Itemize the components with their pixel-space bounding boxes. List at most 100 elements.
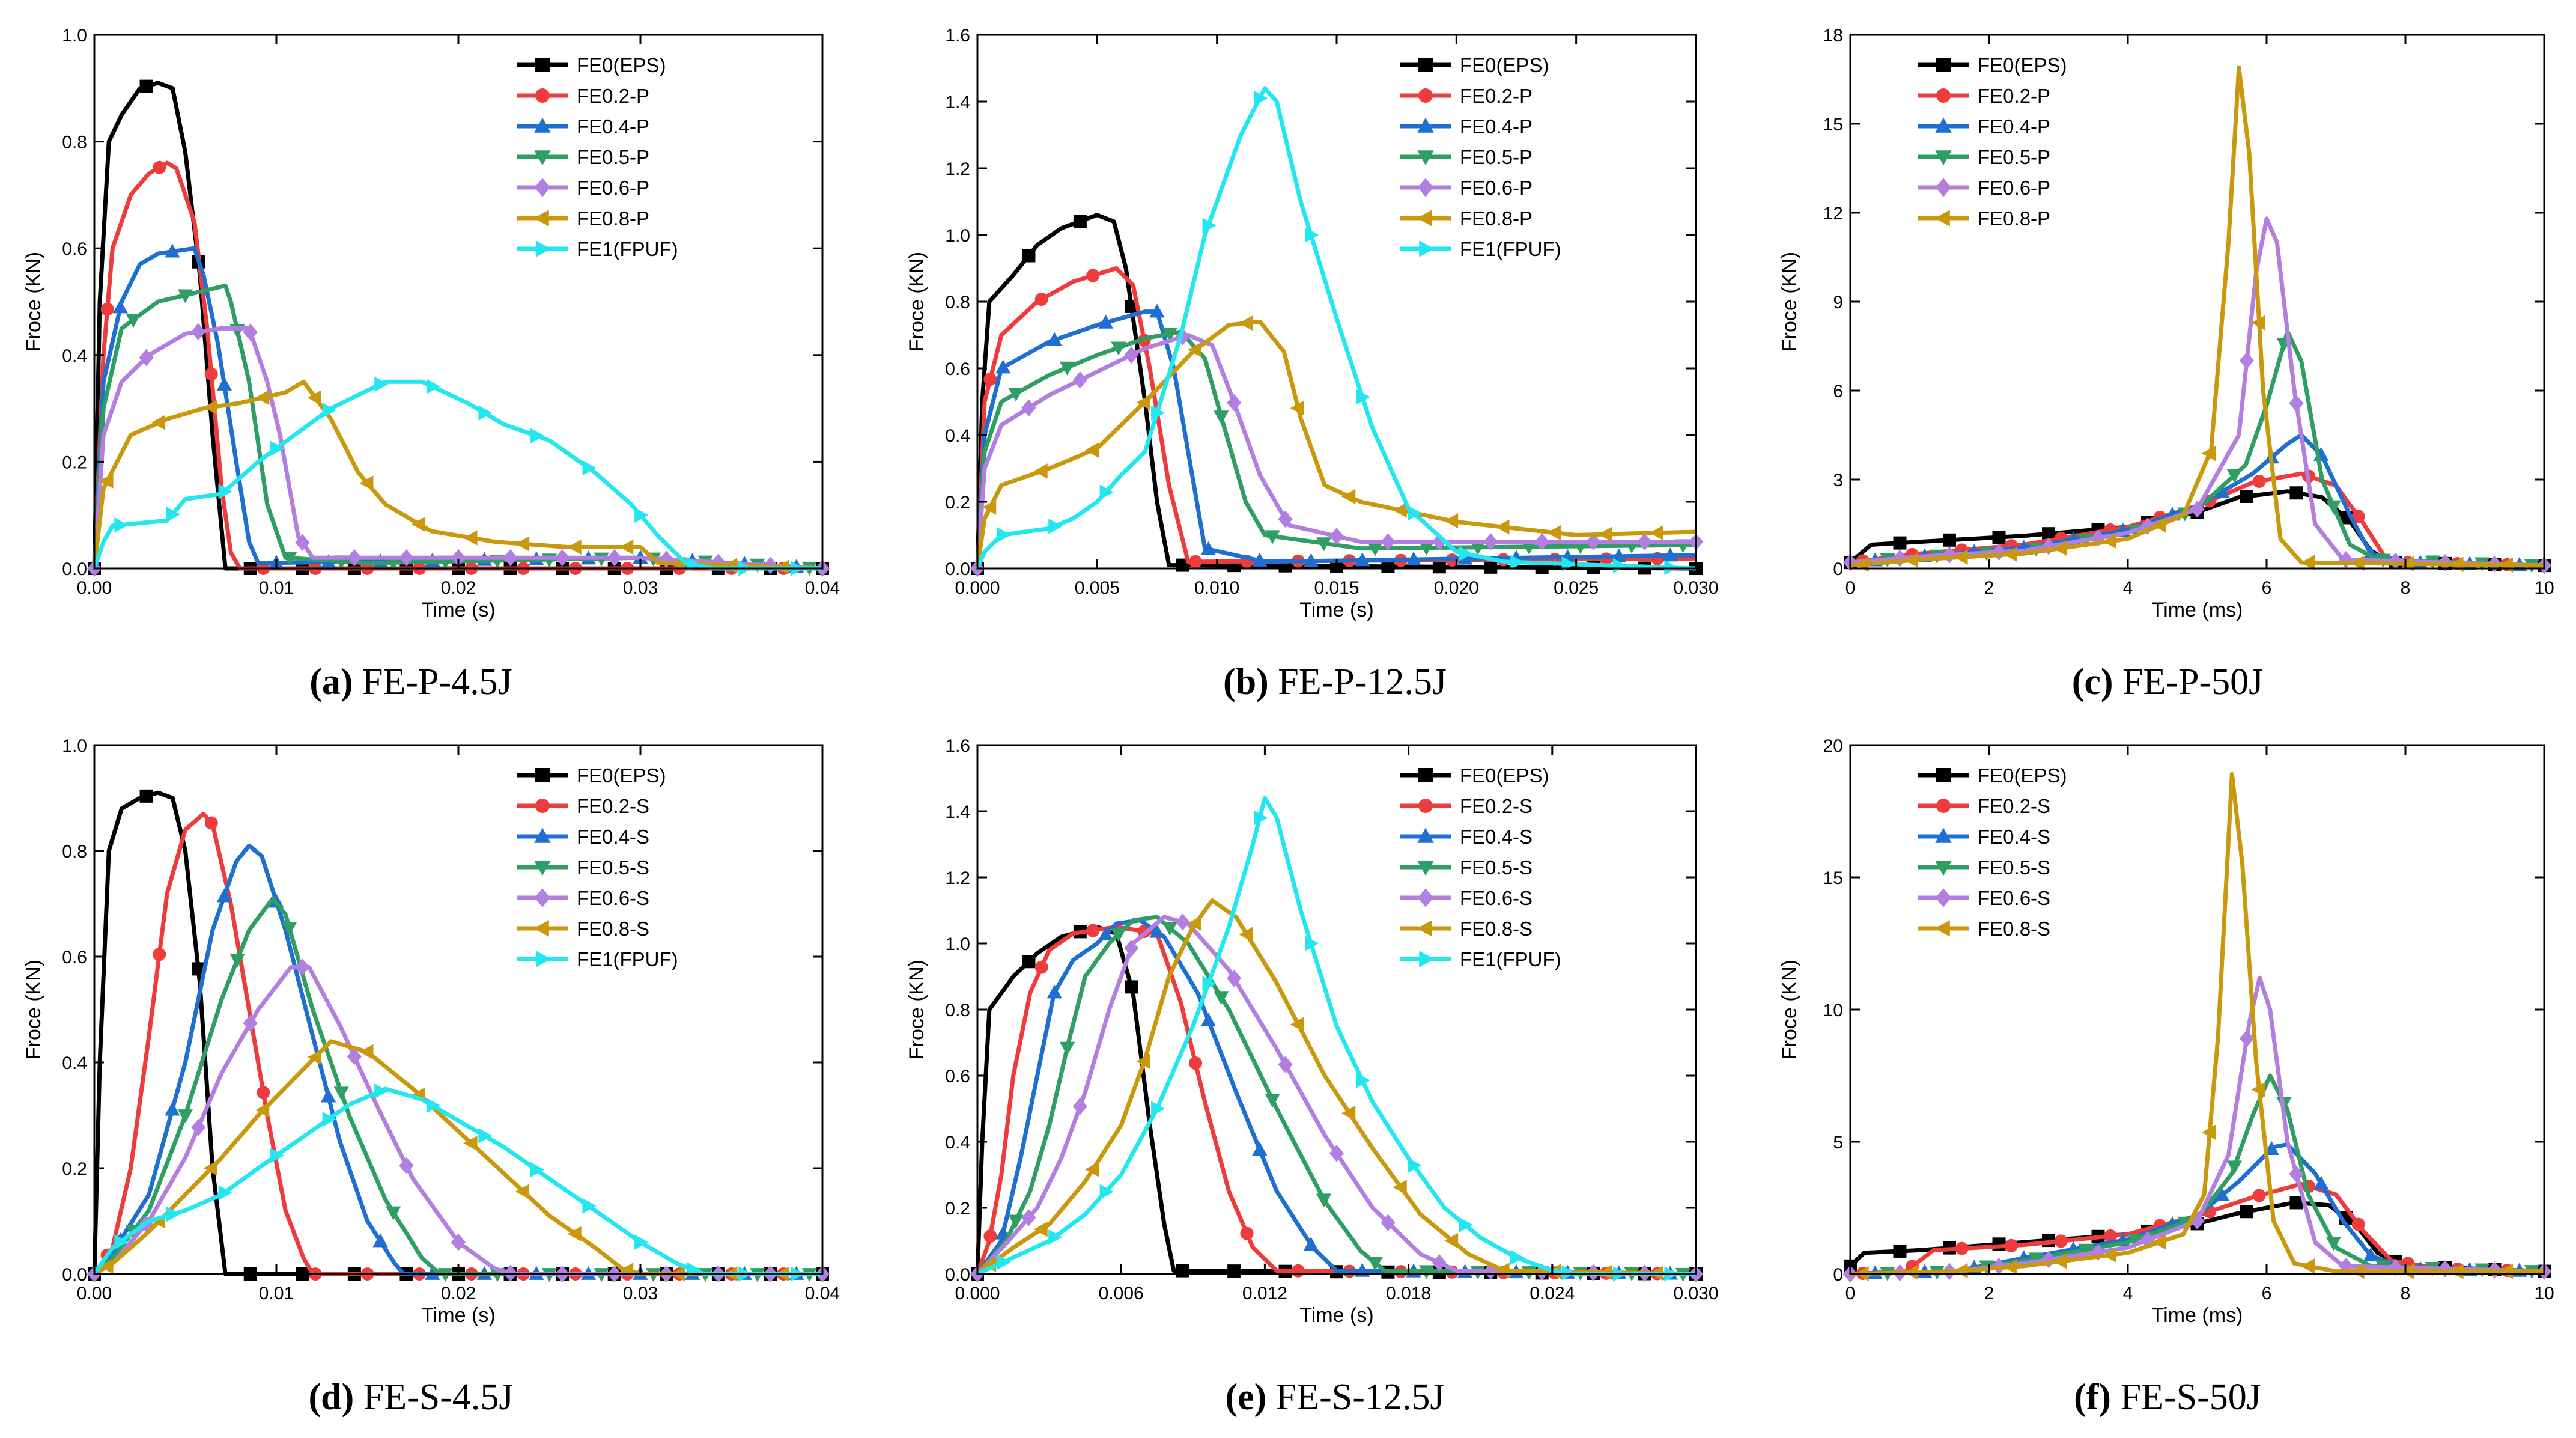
series-marker-FE1(FPUF) xyxy=(1561,1265,1576,1281)
panel-caption: (c) FE-P-50J xyxy=(2072,662,2264,702)
series-marker-FE0.8-S xyxy=(2251,1082,2265,1097)
legend-entry: FE0.8-P xyxy=(1460,207,1533,230)
legend-entry: FE0.2-P xyxy=(1460,85,1533,107)
series-marker-FE0.2-S xyxy=(257,1086,270,1100)
series-marker-FE0.5-S xyxy=(1418,1265,1435,1279)
series-marker-FE0.5-P xyxy=(1162,328,1178,342)
y-tick-label: 0.6 xyxy=(945,1067,970,1086)
series-marker-FE0(EPS) xyxy=(192,962,205,976)
panel-caption: (d) FE-S-4.5J xyxy=(308,1377,513,1418)
series-marker-FE0.8-P xyxy=(2201,445,2216,462)
series-marker-FE0.4-S xyxy=(372,1233,388,1248)
legend-entry: FE0.5-S xyxy=(577,856,649,879)
series-marker-FE0(EPS) xyxy=(1484,560,1498,574)
series-marker-FE0.5-P xyxy=(1470,541,1486,555)
x-tick-label: 8 xyxy=(2401,1284,2411,1303)
y-axis-label: Froce (KN) xyxy=(905,252,928,352)
series-marker-FE0.8-S xyxy=(1904,1264,1919,1281)
series-marker-FE0.8-P xyxy=(619,539,634,555)
x-axis-label: Time (s) xyxy=(1299,599,1373,621)
series-marker-FE0.8-P xyxy=(1954,549,1968,565)
series-marker-FE0.2-S xyxy=(153,948,166,961)
y-tick-label: 0.6 xyxy=(62,948,87,967)
legend-marker xyxy=(1935,861,1952,876)
legend-entry: FE1(FPUF) xyxy=(577,238,678,260)
series-marker-FE0.6-S xyxy=(2140,1231,2155,1249)
y-tick-label: 15 xyxy=(1823,115,1843,135)
series-marker-FE0.8-S xyxy=(463,1135,478,1151)
series-marker-FE1(FPUF) xyxy=(1151,405,1165,421)
y-axis-label: Froce (KN) xyxy=(1778,252,1801,352)
x-tick-label: 0 xyxy=(1845,578,1856,598)
series-marker-FE0.5-S xyxy=(2127,1234,2143,1248)
y-tick-label: 1.0 xyxy=(62,736,87,756)
y-tick-label: 0.6 xyxy=(945,359,970,379)
y-tick-label: 0.4 xyxy=(62,346,87,366)
series-marker-FE0.8-P xyxy=(2053,540,2067,556)
series-marker-FE0.5-P xyxy=(1214,410,1229,425)
chart-panel-d: 0.00 0.01 0.02 0.03 0.04 0.0 0.2 0.4 0.6 0.8 1.0 Ti… xyxy=(22,736,840,1327)
series-marker-FE0.8-P xyxy=(1085,442,1099,458)
chart-panel-f: 0 2 4 6 8 10 0 5 10 15 20 Time (ms) Froce (KN) FE0(EP… xyxy=(1778,736,2554,1327)
series-marker-FE0.8-S xyxy=(1136,1053,1150,1070)
plot-frame xyxy=(1849,744,2545,1275)
series-line-FE0(EPS) xyxy=(92,790,822,1276)
x-tick-label: 0.030 xyxy=(1673,578,1718,598)
legend-marker xyxy=(534,150,551,166)
legend-entry: FE0.4-P xyxy=(577,115,649,138)
series-marker-FE0(EPS) xyxy=(1992,531,2006,544)
y-tick-label: 0.0 xyxy=(62,1265,87,1285)
panel-caption: (e) FE-S-12.5J xyxy=(1225,1377,1444,1418)
series-marker-FE0.8-S xyxy=(99,1258,114,1275)
caption-letter: (e) xyxy=(1225,1377,1266,1418)
series-marker-FE0.6-P xyxy=(1483,533,1498,550)
series-marker-FE0(EPS) xyxy=(1227,1264,1241,1278)
series-marker-FE1(FPUF) xyxy=(1408,505,1422,521)
legend-marker xyxy=(535,88,550,103)
y-tick-label: 0.2 xyxy=(945,493,970,513)
series-marker-FE0.6-P xyxy=(503,549,518,567)
x-tick-label: 0.04 xyxy=(805,1284,840,1303)
legend-entry: FE0.6-S xyxy=(1460,887,1533,909)
y-tick-label: 6 xyxy=(1833,382,1843,401)
series-marker-FE0.2-P xyxy=(100,302,114,316)
series-marker-FE0.6-P xyxy=(2239,352,2255,370)
y-tick-label: 0.6 xyxy=(62,239,87,259)
legend-marker xyxy=(1417,920,1432,937)
series-marker-FE0.8-S xyxy=(567,1226,582,1242)
series-marker-FE0.6-P xyxy=(2289,394,2304,412)
series-marker-FE0.8-P xyxy=(515,536,530,552)
series-marker-FE0.8-S xyxy=(1341,1106,1356,1121)
series-marker-FE0.8-P xyxy=(1649,525,1663,541)
chart-panel-a: 0.00 0.01 0.02 0.03 0.04 0.0 0.2 0.4 0.6 0.8 1.0 Ti… xyxy=(22,26,840,621)
series-line-FE0.6-P xyxy=(92,326,823,571)
series-marker-FE0.8-P xyxy=(1444,513,1459,529)
legend-entry: FE0.6-P xyxy=(577,177,649,199)
series-marker-FE0.6-P xyxy=(2338,551,2354,568)
series-marker-FE0.5-S xyxy=(1059,1041,1075,1056)
series-marker-FE0.4-P xyxy=(1200,541,1217,555)
series-marker-FE0.4-P xyxy=(1046,332,1062,346)
series-marker-FE0.2-P xyxy=(1189,555,1203,568)
series-marker-FE0.8-P xyxy=(99,473,114,489)
series-marker-FE0.2-S xyxy=(2054,1234,2068,1248)
series-marker-FE1(FPUF) xyxy=(1151,1101,1165,1117)
legend-entry: FE0.6-P xyxy=(1460,177,1533,199)
series-marker-FE1(FPUF) xyxy=(426,1098,440,1114)
series-line-FE0(EPS) xyxy=(1848,1200,2545,1274)
y-tick-label: 0.4 xyxy=(62,1053,87,1073)
series-marker-FE0.6-P xyxy=(2140,517,2155,535)
x-tick-label: 4 xyxy=(2123,1284,2133,1303)
legend-marker xyxy=(1417,827,1434,843)
series-marker-FE0.8-P xyxy=(2003,546,2018,562)
series-line-FE0.5-S xyxy=(976,915,1697,1276)
series-marker-FE0.6-S xyxy=(1072,1097,1087,1115)
series-line-FE0.6-S xyxy=(1850,975,2545,1276)
series-marker-FE0(EPS) xyxy=(1022,955,1036,969)
legend-entry: FE0(EPS) xyxy=(1460,54,1549,76)
series-marker-FE0.6-S xyxy=(1175,913,1190,931)
series-marker-FE0.5-S xyxy=(1265,1094,1280,1108)
series-marker-FE0.8-S xyxy=(2102,1247,2117,1263)
x-tick-label: 0.02 xyxy=(441,578,476,598)
series-marker-FE1(FPUF) xyxy=(218,1185,232,1201)
